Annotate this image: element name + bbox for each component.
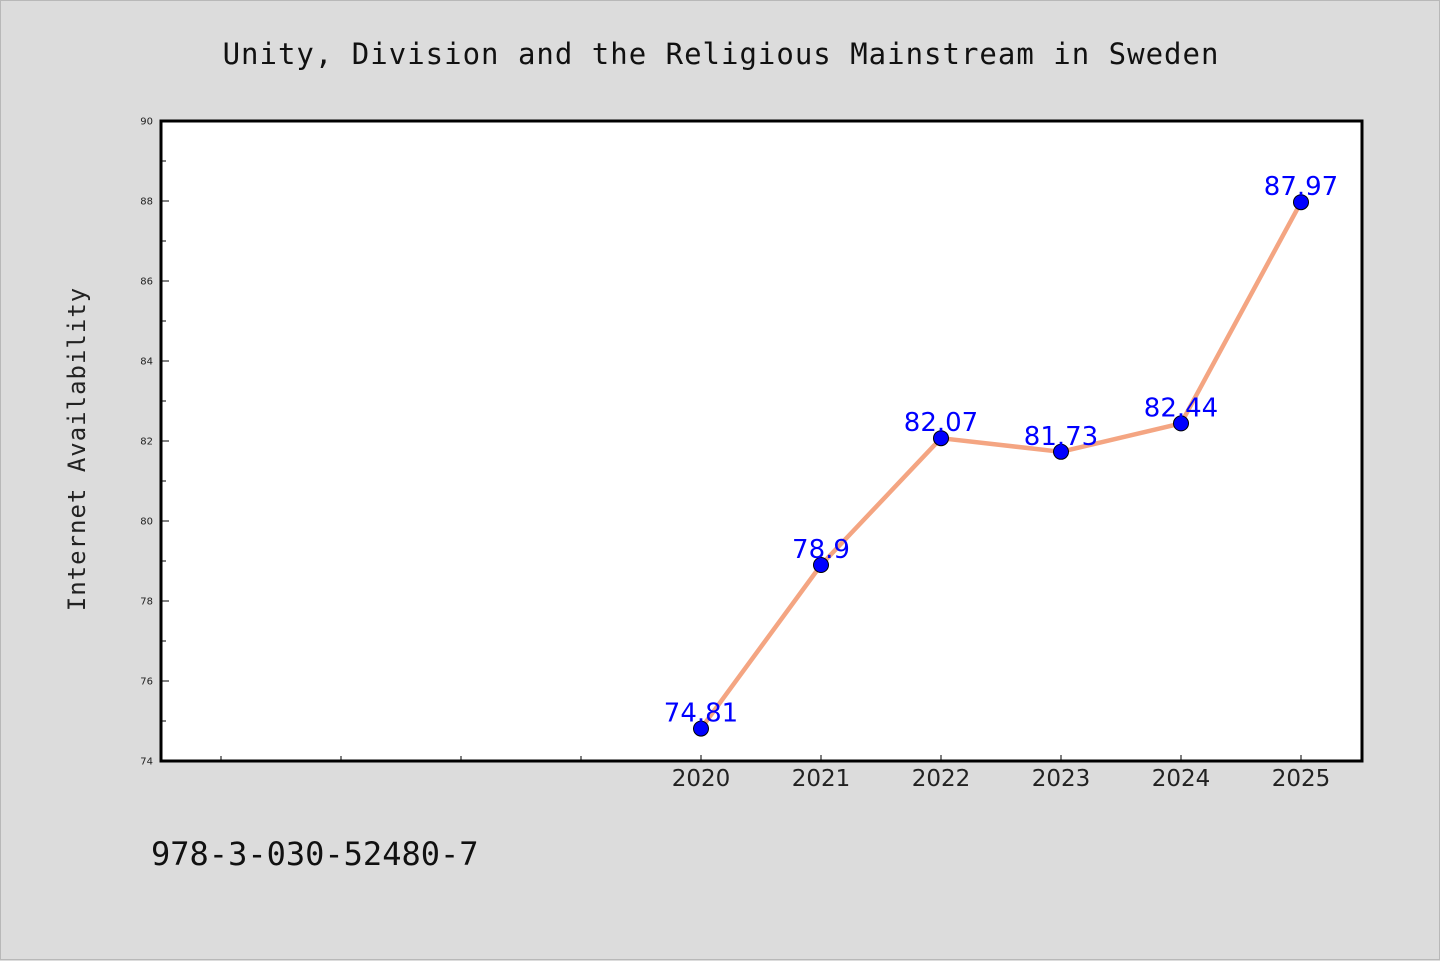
data-point (933, 430, 949, 447)
data-label: 81.73 (1024, 422, 1098, 452)
isbn-text: 978-3-030-52480-7 (151, 835, 479, 873)
series-line-layer (698, 199, 1304, 731)
y-tick-label: 80 (140, 517, 153, 528)
x-axis-ticks: 2020 2021 2022 2023 2024 2025 (220, 755, 1331, 792)
y-axis-ticks: 74 76 78 80 82 84 86 88 90 (140, 117, 169, 768)
x-tick-label: 2024 (1152, 766, 1211, 792)
data-label: 87.97 (1264, 172, 1338, 202)
y-tick-label: 86 (140, 277, 153, 288)
data-label: 74.81 (664, 699, 738, 729)
y-tick-label: 74 (140, 757, 153, 768)
markers-layer (693, 194, 1309, 737)
x-tick-label: 2021 (792, 766, 851, 792)
y-tick-label: 82 (140, 437, 153, 448)
y-axis-label: Internet Availability (63, 287, 91, 611)
x-tick-label: 2022 (912, 766, 971, 792)
plot-area (159, 119, 1364, 763)
y-tick-label: 84 (140, 357, 153, 368)
data-label: 78.9 (792, 535, 850, 565)
data-point (1173, 415, 1189, 432)
data-point (1293, 194, 1309, 211)
y-tick-label: 78 (140, 597, 153, 608)
x-tick-label: 2020 (672, 766, 731, 792)
series-line (698, 199, 1304, 731)
data-point (1053, 443, 1069, 460)
x-tick-label: 2023 (1032, 766, 1091, 792)
data-label: 82.07 (904, 408, 978, 438)
x-tick-label: 2025 (1272, 766, 1331, 792)
y-tick-label: 88 (140, 197, 153, 208)
data-point (813, 557, 829, 573)
data-point (693, 720, 709, 737)
chart-title: Unity, Division and the Religious Mainst… (223, 37, 1220, 71)
y-tick-label: 76 (140, 677, 153, 688)
data-label: 82.44 (1144, 393, 1218, 423)
y-tick-label: 90 (140, 117, 153, 128)
data-labels-layer: 74.81 78.9 82.07 81.73 82.44 87.97 (664, 172, 1338, 728)
